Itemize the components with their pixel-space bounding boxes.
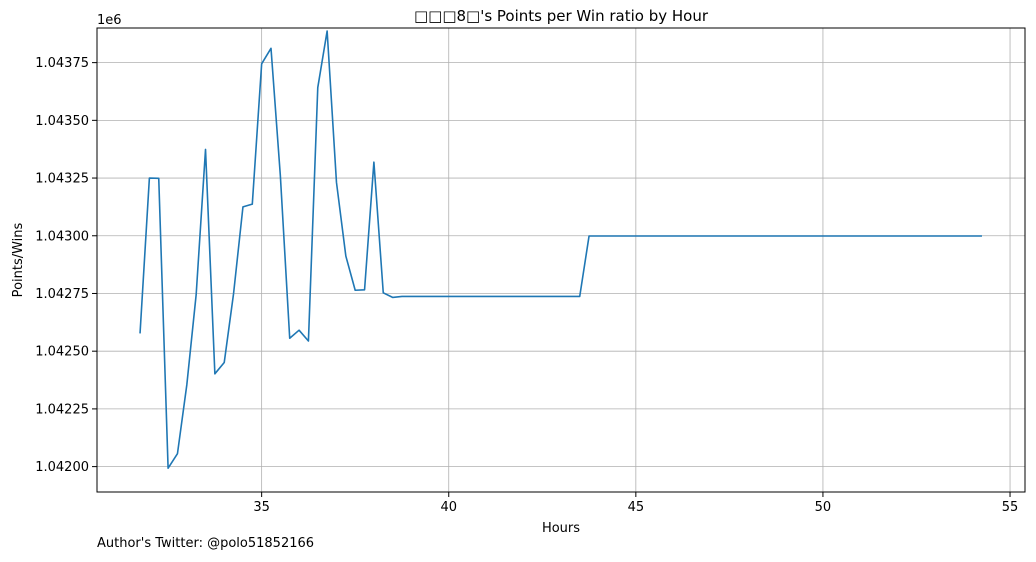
y-axis-ticks: 1.04200 1.04225 1.04250 1.04275 1.04300 1.043… (35, 56, 97, 475)
y-tick-label: 1.04275 (35, 287, 89, 302)
y-tick-label: 1.04325 (35, 172, 89, 187)
x-axis-label: Hours (542, 521, 580, 536)
y-tick-label: 1.04350 (35, 114, 89, 129)
y-tick-label: 1.04375 (35, 56, 89, 71)
plot-frame (96, 27, 1026, 493)
y-tick-label: 1.04200 (35, 460, 89, 475)
x-tick-label: 50 (815, 500, 832, 515)
plot-background (97, 28, 1025, 492)
y-tick-label: 1.04225 (35, 402, 89, 417)
y-tick-label: 1.04300 (35, 229, 89, 244)
y-offset-label: 1e6 (97, 13, 122, 28)
series-layer (139, 30, 982, 470)
x-tick-label: 35 (253, 500, 270, 515)
y-tick-label: 1.04250 (35, 345, 89, 360)
x-tick-label: 55 (1002, 500, 1019, 515)
y-axis-label: Points/Wins (11, 222, 26, 297)
x-tick-label: 40 (440, 500, 457, 515)
x-axis-ticks: 35 40 45 50 55 (253, 492, 1018, 515)
chart-title: □□□8□'s Points per Win ratio by Hour (414, 7, 709, 25)
x-tick-label: 45 (628, 500, 645, 515)
author-twitter-footer: Author's Twitter: @polo51852166 (97, 536, 315, 551)
series-line (139, 30, 982, 470)
